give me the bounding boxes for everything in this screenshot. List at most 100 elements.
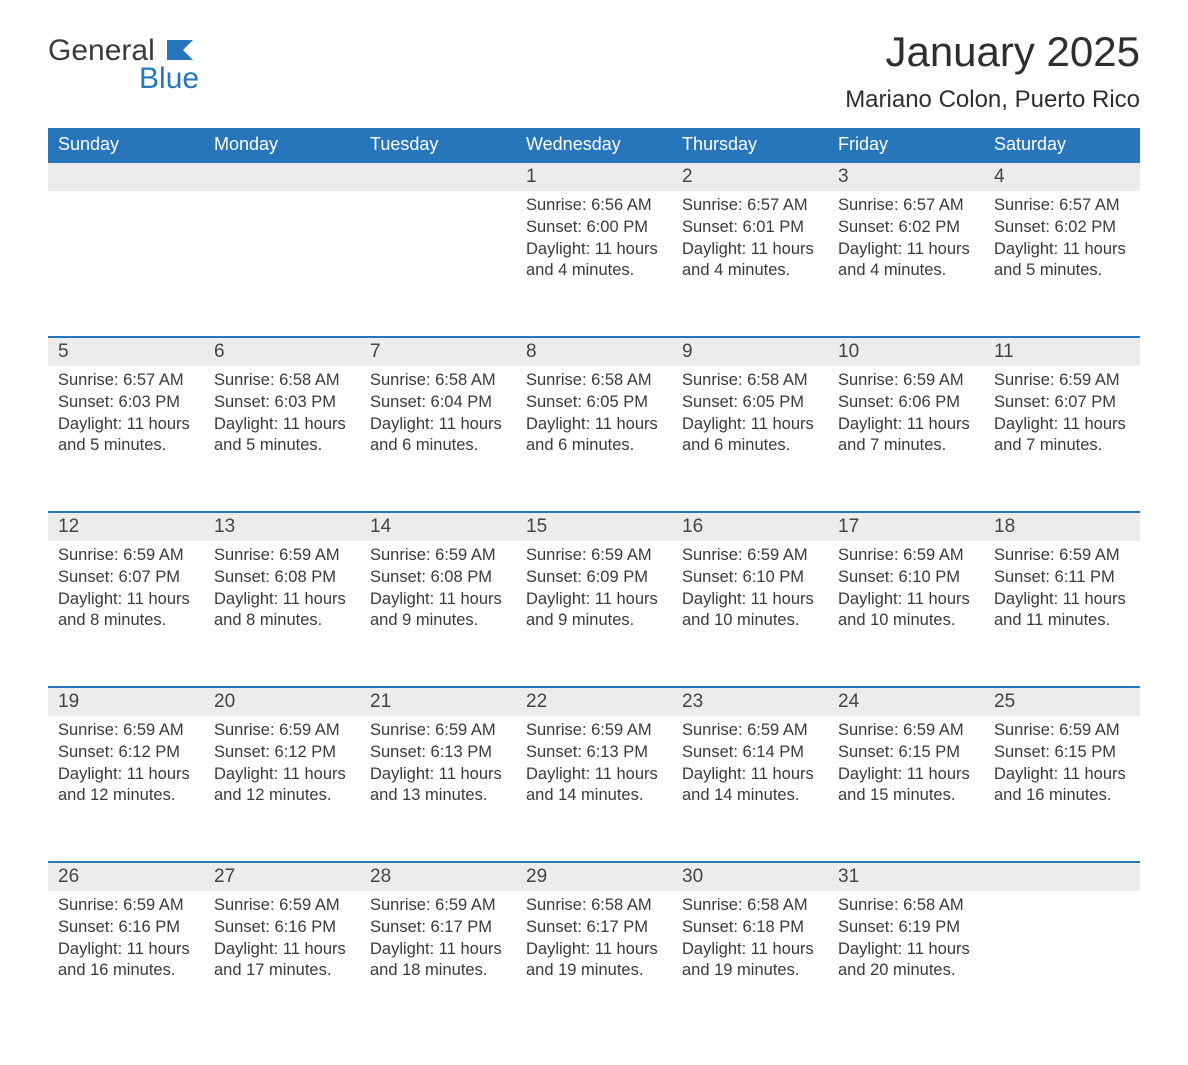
day-14-sunrise: Sunrise: 6:59 AM bbox=[370, 545, 506, 567]
day-19-details: Sunrise: 6:59 AMSunset: 6:12 PMDaylight:… bbox=[48, 716, 204, 862]
day-30-details: Sunrise: 6:58 AMSunset: 6:18 PMDaylight:… bbox=[672, 891, 828, 1037]
day-19-sunset: Sunset: 6:12 PM bbox=[58, 742, 194, 764]
day-20-sunset: Sunset: 6:12 PM bbox=[214, 742, 350, 764]
day-26-sunrise: Sunrise: 6:59 AM bbox=[58, 895, 194, 917]
day-14-details: Sunrise: 6:59 AMSunset: 6:08 PMDaylight:… bbox=[360, 541, 516, 687]
day-24-sunset: Sunset: 6:15 PM bbox=[838, 742, 974, 764]
weekday-friday: Friday bbox=[828, 128, 984, 162]
week-3-body-row: Sunrise: 6:59 AM Sunset: 6:12 PM Daylight:… bbox=[48, 716, 1140, 862]
day-16-sunset: Sunset: 6:10 PM bbox=[682, 567, 818, 589]
day-23-sunset: Sunset: 6:14 PM bbox=[682, 742, 818, 764]
weekday-monday: Monday bbox=[204, 128, 360, 162]
day-13-sunset: Sunset: 6:08 PM bbox=[214, 567, 350, 589]
day-29-daylight: Daylight: 11 hours and 19 minutes. bbox=[526, 939, 662, 983]
day-17-number: 17 bbox=[828, 512, 984, 541]
week-3-daynum-row: 19202122232425 bbox=[48, 687, 1140, 716]
day-22-details: Sunrise: 6:59 AMSunset: 6:13 PMDaylight:… bbox=[516, 716, 672, 862]
day-12-daylight: Daylight: 11 hours and 8 minutes. bbox=[58, 589, 194, 633]
day-10-daylight: Daylight: 11 hours and 7 minutes. bbox=[838, 414, 974, 458]
day-16-number: 16 bbox=[672, 512, 828, 541]
day-2-sunrise: Sunrise: 6:57 AM bbox=[682, 195, 818, 217]
day-18-number: 18 bbox=[984, 512, 1140, 541]
week-2-body-row: Sunrise: 6:59 AMSunset: 6:07 PMDaylight:… bbox=[48, 541, 1140, 687]
logo-text: General Blue bbox=[48, 36, 197, 94]
day-11-sunrise: Sunrise: 6:59 AM bbox=[994, 370, 1130, 392]
day-3-number: 3 bbox=[828, 162, 984, 191]
day-24-daylight: Daylight: 11 hours and 15 minutes. bbox=[838, 764, 974, 808]
day-7-sunset: Sunset: 6:04 PM bbox=[370, 392, 506, 414]
day-3-sunset: Sunset: 6:02 PM bbox=[838, 217, 974, 239]
day-10-sunrise: Sunrise: 6:59 AM bbox=[838, 370, 974, 392]
week-4-daynum-row: 262728293031 bbox=[48, 862, 1140, 891]
day-25-sunset: Sunset: 6:15 PM bbox=[994, 742, 1130, 764]
day-3-daylight: Daylight: 11 hours and 4 minutes. bbox=[838, 239, 974, 283]
location: Mariano Colon, Puerto Rico bbox=[845, 86, 1140, 114]
day-28-sunset: Sunset: 6:17 PM bbox=[370, 917, 506, 939]
day-31-sunrise: Sunrise: 6:58 AM bbox=[838, 895, 974, 917]
day-3-sunrise: Sunrise: 6:57 AM bbox=[838, 195, 974, 217]
day-29-sunset: Sunset: 6:17 PM bbox=[526, 917, 662, 939]
weekday-sunday: Sunday bbox=[48, 128, 204, 162]
day-11-daylight: Daylight: 11 hours and 7 minutes. bbox=[994, 414, 1130, 458]
day-16-daylight: Daylight: 11 hours and 10 minutes. bbox=[682, 589, 818, 633]
week-1-daynum-row: 567891011 bbox=[48, 337, 1140, 366]
day-4-daylight: Daylight: 11 hours and 5 minutes. bbox=[994, 239, 1130, 283]
day-27-daylight: Daylight: 11 hours and 17 minutes. bbox=[214, 939, 350, 983]
day-18-sunset: Sunset: 6:11 PM bbox=[994, 567, 1130, 589]
empty-cell bbox=[984, 891, 1140, 1037]
day-2-daylight: Daylight: 11 hours and 4 minutes. bbox=[682, 239, 818, 283]
day-8-number: 8 bbox=[516, 337, 672, 366]
day-28-details: Sunrise: 6:59 AMSunset: 6:17 PMDaylight:… bbox=[360, 891, 516, 1037]
day-5-daylight: Daylight: 11 hours and 5 minutes. bbox=[58, 414, 194, 458]
day-12-number: 12 bbox=[48, 512, 204, 541]
week-2-daynum-row: 12131415161718 bbox=[48, 512, 1140, 541]
day-8-daylight: Daylight: 11 hours and 6 minutes. bbox=[526, 414, 662, 458]
day-31-number: 31 bbox=[828, 862, 984, 891]
day-20-number: 20 bbox=[204, 687, 360, 716]
day-29-number: 29 bbox=[516, 862, 672, 891]
day-6-sunset: Sunset: 6:03 PM bbox=[214, 392, 350, 414]
day-13-sunrise: Sunrise: 6:59 AM bbox=[214, 545, 350, 567]
day-1-daylight: Daylight: 11 hours and 4 minutes. bbox=[526, 239, 662, 283]
day-2-sunset: Sunset: 6:01 PM bbox=[682, 217, 818, 239]
day-12-sunset: Sunset: 6:07 PM bbox=[58, 567, 194, 589]
day-6-sunrise: Sunrise: 6:58 AM bbox=[214, 370, 350, 392]
day-11-details: Sunrise: 6:59 AMSunset: 6:07 PMDaylight:… bbox=[984, 366, 1140, 512]
day-30-sunset: Sunset: 6:18 PM bbox=[682, 917, 818, 939]
day-31-sunset: Sunset: 6:19 PM bbox=[838, 917, 974, 939]
day-26-number: 26 bbox=[48, 862, 204, 891]
day-28-sunrise: Sunrise: 6:59 AM bbox=[370, 895, 506, 917]
day-5-sunrise: Sunrise: 6:57 AM bbox=[58, 370, 194, 392]
day-20-details: Sunrise: 6:59 AMSunset: 6:12 PMDaylight:… bbox=[204, 716, 360, 862]
empty-cell bbox=[48, 191, 204, 337]
day-12-sunrise: Sunrise: 6:59 AM bbox=[58, 545, 194, 567]
weekday-wednesday: Wednesday bbox=[516, 128, 672, 162]
day-10-details: Sunrise: 6:59 AMSunset: 6:06 PMDaylight:… bbox=[828, 366, 984, 512]
logo-word-blue: Blue bbox=[48, 64, 199, 94]
day-13-number: 13 bbox=[204, 512, 360, 541]
day-25-details: Sunrise: 6:59 AMSunset: 6:15 PMDaylight:… bbox=[984, 716, 1140, 862]
day-23-details: Sunrise: 6:59 AMSunset: 6:14 PMDaylight:… bbox=[672, 716, 828, 862]
day-15-number: 15 bbox=[516, 512, 672, 541]
day-9-daylight: Daylight: 11 hours and 6 minutes. bbox=[682, 414, 818, 458]
calendar-body: 1234Sunrise: 6:56 AMSunset: 6:00 PMDayli… bbox=[48, 162, 1140, 1037]
empty-cell bbox=[204, 191, 360, 337]
day-12-details: Sunrise: 6:59 AMSunset: 6:07 PMDaylight:… bbox=[48, 541, 204, 687]
day-11-sunset: Sunset: 6:07 PM bbox=[994, 392, 1130, 414]
day-19-number: 19 bbox=[48, 687, 204, 716]
day-4-sunrise: Sunrise: 6:57 AM bbox=[994, 195, 1130, 217]
day-15-daylight: Daylight: 11 hours and 9 minutes. bbox=[526, 589, 662, 633]
day-4-number: 4 bbox=[984, 162, 1140, 191]
day-6-details: Sunrise: 6:58 AMSunset: 6:03 PMDaylight:… bbox=[204, 366, 360, 512]
day-5-sunset: Sunset: 6:03 PM bbox=[58, 392, 194, 414]
day-17-daylight: Daylight: 11 hours and 10 minutes. bbox=[838, 589, 974, 633]
day-6-number: 6 bbox=[204, 337, 360, 366]
day-9-sunrise: Sunrise: 6:58 AM bbox=[682, 370, 818, 392]
day-7-number: 7 bbox=[360, 337, 516, 366]
week-1-body-row: Sunrise: 6:57 AMSunset: 6:03 PMDaylight:… bbox=[48, 366, 1140, 512]
day-25-number: 25 bbox=[984, 687, 1140, 716]
day-21-sunrise: Sunrise: 6:59 AM bbox=[370, 720, 506, 742]
day-11-number: 11 bbox=[984, 337, 1140, 366]
day-7-details: Sunrise: 6:58 AMSunset: 6:04 PMDaylight:… bbox=[360, 366, 516, 512]
day-14-daylight: Daylight: 11 hours and 9 minutes. bbox=[370, 589, 506, 633]
